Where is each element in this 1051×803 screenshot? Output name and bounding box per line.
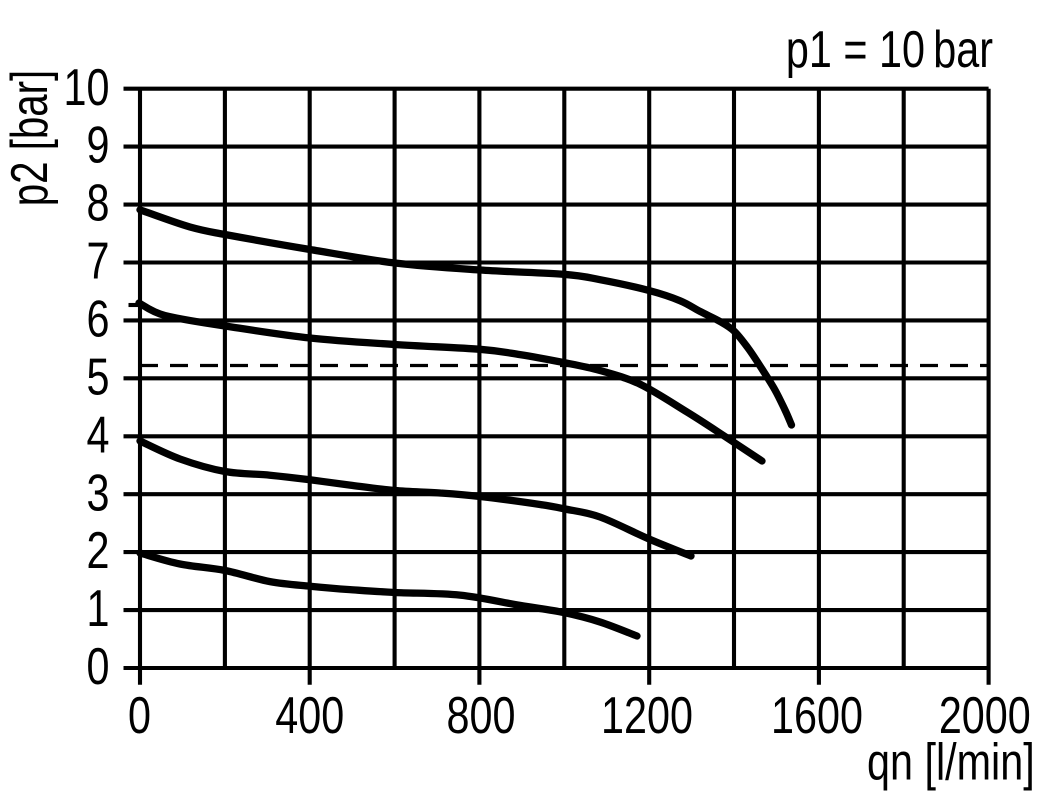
svg-text:5: 5 — [87, 347, 110, 406]
svg-text:7: 7 — [87, 231, 110, 290]
svg-text:p1 = 10 bar: p1 = 10 bar — [786, 19, 993, 78]
svg-text:6: 6 — [87, 289, 110, 348]
svg-text:p2 [bar]: p2 [bar] — [0, 70, 58, 206]
svg-text:10: 10 — [64, 57, 110, 116]
svg-text:0: 0 — [128, 685, 151, 744]
svg-text:1200: 1200 — [601, 685, 693, 744]
svg-text:1: 1 — [87, 579, 110, 638]
svg-text:qn [l/min]: qn [l/min] — [867, 732, 1035, 791]
svg-text:400: 400 — [275, 685, 344, 744]
svg-text:2000: 2000 — [939, 685, 1031, 744]
svg-text:800: 800 — [447, 685, 516, 744]
svg-text:0: 0 — [87, 636, 110, 695]
svg-text:1600: 1600 — [771, 685, 863, 744]
svg-text:8: 8 — [87, 173, 110, 232]
svg-text:2: 2 — [87, 521, 110, 580]
svg-text:4: 4 — [87, 405, 110, 464]
svg-text:9: 9 — [87, 115, 110, 174]
svg-text:3: 3 — [87, 463, 110, 522]
